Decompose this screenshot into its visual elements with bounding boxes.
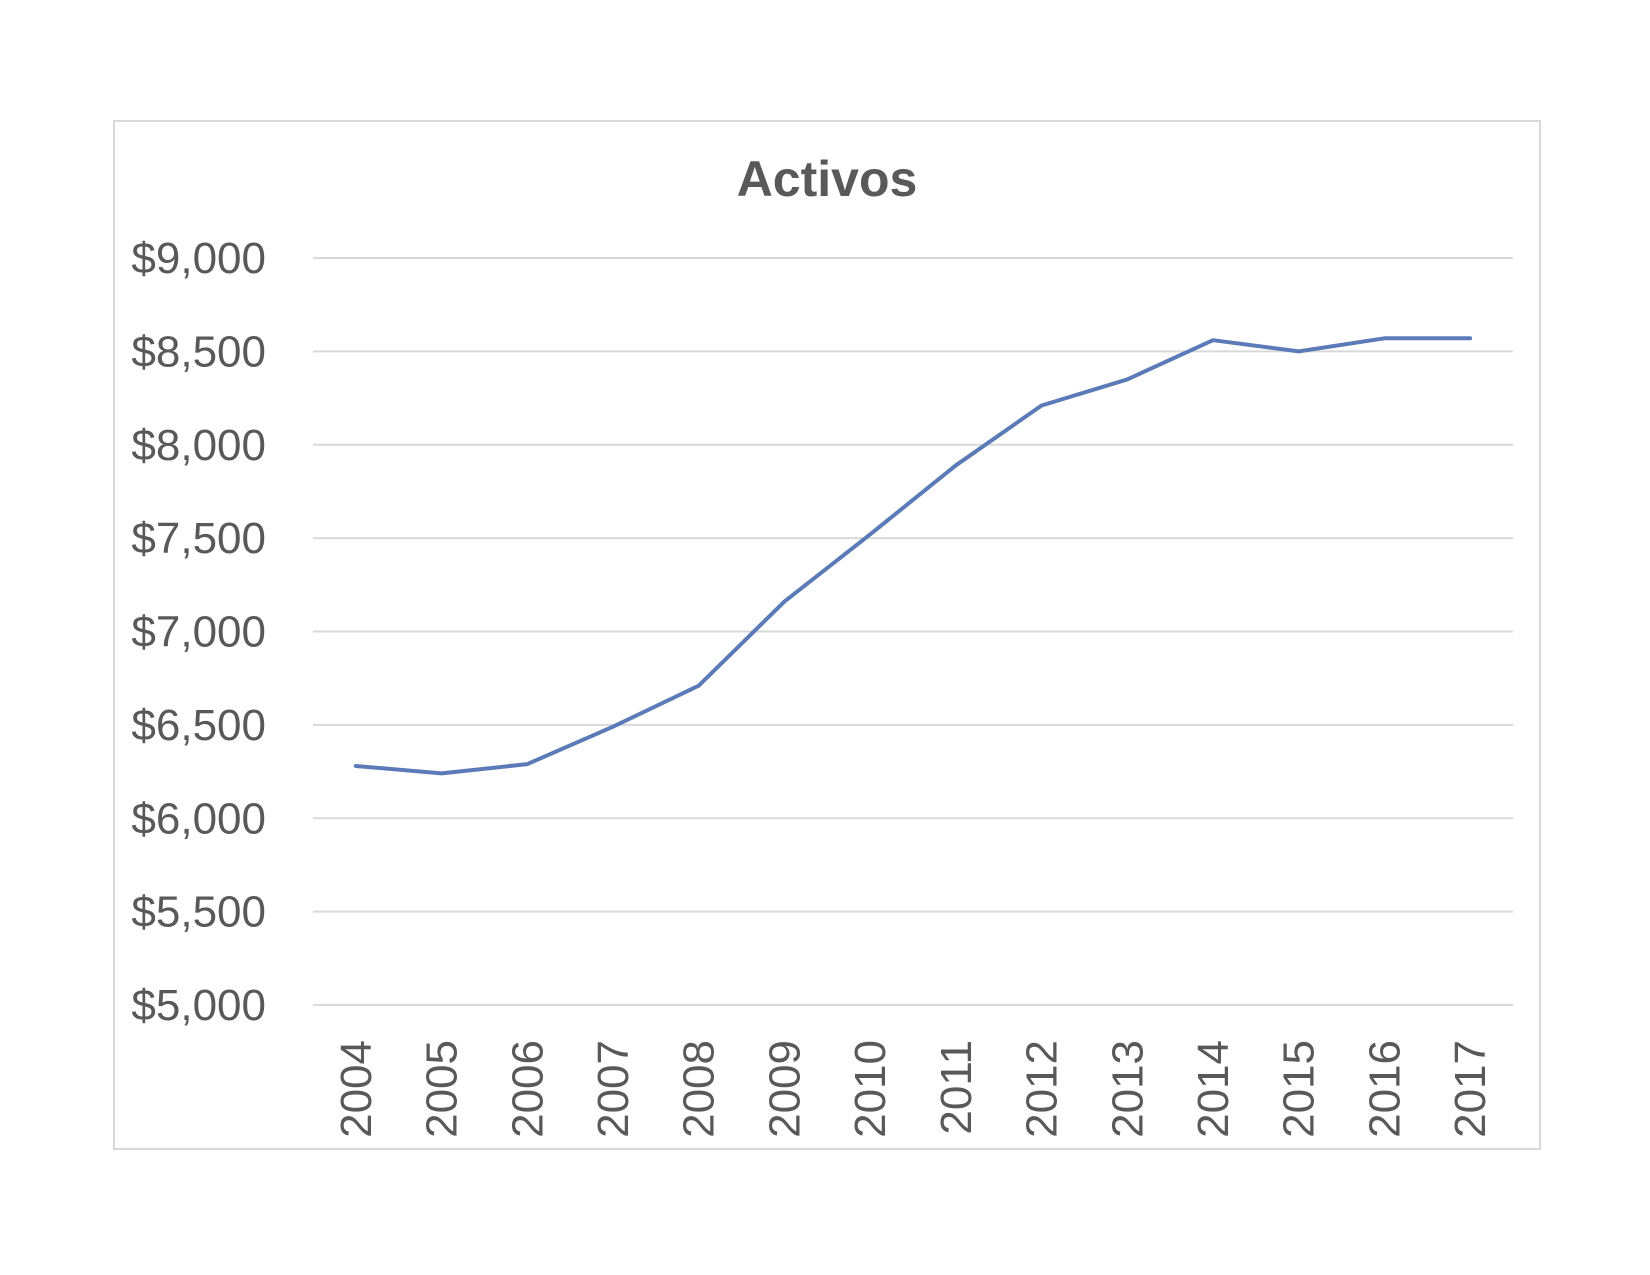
- gridlines: [313, 257, 1513, 1006]
- x-axis-ticks: 2004 2005 2006 2007 2008 2009 2010 2011 2012 2013…: [332, 1040, 1495, 1138]
- y-axis-ticks: $5,000 $5,500 $6,000 $6,500 $7,000 $7,500 $8,0…: [131, 234, 266, 1030]
- x-tick-label: 2014: [1189, 1040, 1238, 1138]
- y-tick-label: $9,000: [131, 234, 266, 283]
- x-tick-label: 2004: [332, 1040, 381, 1138]
- x-tick-label: 2007: [589, 1040, 638, 1138]
- x-tick-label: 2012: [1018, 1040, 1067, 1138]
- x-tick-label: 2008: [675, 1040, 724, 1138]
- x-tick-label: 2015: [1275, 1040, 1324, 1138]
- x-tick-label: 2011: [932, 1040, 981, 1135]
- chart-title: Activos: [737, 151, 918, 207]
- x-tick-label: 2016: [1360, 1040, 1409, 1138]
- chart-frame: [113, 120, 1541, 1150]
- y-tick-label: $6,500: [131, 701, 266, 750]
- y-tick-label: $7,000: [131, 608, 266, 657]
- x-tick-label: 2010: [846, 1040, 895, 1138]
- x-tick-label: 2017: [1446, 1040, 1495, 1138]
- y-tick-label: $5,500: [131, 888, 266, 937]
- y-tick-label: $8,500: [131, 327, 266, 376]
- x-tick-label: 2005: [418, 1040, 467, 1138]
- y-tick-label: $5,000: [131, 981, 266, 1030]
- x-tick-label: 2013: [1103, 1040, 1152, 1138]
- x-tick-label: 2006: [503, 1040, 552, 1138]
- series-group: [353, 336, 1473, 776]
- y-tick-label: $6,000: [131, 794, 266, 843]
- series-line: [353, 336, 1473, 776]
- x-tick-label: 2009: [760, 1040, 809, 1138]
- y-tick-label: $7,500: [131, 514, 266, 563]
- y-tick-label: $8,000: [131, 421, 266, 470]
